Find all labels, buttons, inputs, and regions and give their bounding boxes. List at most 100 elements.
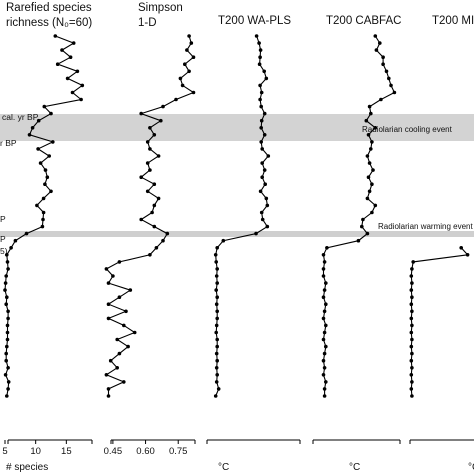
data-point-wapls-18 — [260, 161, 265, 165]
data-point-richness-37 — [5, 295, 9, 300]
data-point-simpson-25 — [150, 210, 154, 215]
series-line-richness — [4, 35, 84, 397]
data-point-cabfac-5 — [384, 69, 389, 74]
data-point-richness-22 — [49, 189, 53, 194]
data-point-richness-15 — [51, 140, 55, 144]
data-point-mi-6 — [409, 288, 414, 292]
data-point-richness-35 — [3, 281, 8, 285]
data-point-simpson-47 — [115, 366, 119, 370]
data-point-wapls-49 — [214, 380, 219, 384]
data-point-simpson-18 — [145, 161, 150, 165]
data-point-wapls-47 — [214, 366, 219, 370]
data-point-simpson-40 — [106, 316, 111, 321]
data-point-simpson-7 — [180, 83, 185, 88]
data-point-richness-32 — [5, 260, 10, 264]
data-point-richness-23 — [41, 196, 46, 201]
unit-mi: °C — [468, 462, 474, 473]
header-richness-line2: richness (N₀=60) — [6, 17, 92, 29]
data-point-richness-19 — [43, 168, 48, 172]
data-point-mi-2 — [411, 260, 416, 264]
data-point-simpson-44 — [126, 344, 130, 349]
data-point-wapls-30 — [215, 246, 219, 250]
data-point-richness-50 — [6, 387, 10, 391]
data-point-simpson-5 — [187, 69, 191, 74]
unit-richness: # species — [6, 462, 48, 473]
data-point-cabfac-11 — [369, 111, 373, 116]
data-point-simpson-30 — [154, 246, 159, 250]
data-point-wapls-48 — [215, 373, 219, 377]
data-point-cabfac-1 — [378, 41, 382, 45]
data-point-simpson-42 — [132, 330, 137, 335]
data-point-richness-12 — [36, 118, 41, 123]
data-point-simpson-29 — [161, 238, 165, 243]
data-point-richness-51 — [5, 394, 9, 398]
edge-label-3: P — [0, 214, 6, 224]
data-point-cabfac-8 — [392, 90, 397, 95]
data-point-simpson-36 — [128, 288, 133, 292]
data-point-wapls-12 — [259, 118, 264, 123]
data-point-mi-10 — [409, 316, 414, 321]
data-point-cabfac-6 — [387, 76, 391, 81]
header-wapls: T200 WA-PLS — [218, 15, 291, 27]
data-point-wapls-42 — [214, 330, 218, 335]
data-point-richness-10 — [42, 104, 47, 109]
data-point-richness-46 — [4, 358, 8, 363]
data-point-wapls-8 — [259, 90, 264, 95]
data-point-cabfac-45 — [322, 351, 327, 356]
data-point-cabfac-3 — [381, 55, 385, 59]
data-point-simpson-41 — [122, 323, 126, 328]
data-point-simpson-22 — [145, 189, 150, 194]
data-point-richness-40 — [6, 316, 10, 321]
data-point-richness-33 — [6, 267, 10, 271]
data-point-simpson-49 — [122, 380, 126, 384]
x-tick-label-simpson-2: 0.75 — [169, 446, 188, 457]
data-point-wapls-15 — [259, 140, 264, 144]
data-point-wapls-21 — [263, 182, 268, 186]
data-point-simpson-4 — [183, 62, 187, 66]
data-point-simpson-27 — [152, 224, 157, 229]
data-point-simpson-43 — [115, 337, 119, 342]
data-point-cabfac-44 — [324, 344, 328, 349]
data-point-simpson-15 — [145, 140, 150, 144]
x-tick-label-richness-2: 15 — [61, 446, 72, 457]
data-point-wapls-45 — [214, 351, 219, 356]
x-tick-label-simpson-0: 0.45 — [104, 446, 123, 457]
series-line-mi — [410, 247, 469, 397]
data-point-simpson-21 — [152, 182, 157, 186]
data-point-simpson-10 — [161, 104, 165, 109]
header-richness-line1: Rarefied species — [6, 2, 92, 14]
data-point-wapls-39 — [215, 309, 219, 314]
data-point-simpson-26 — [139, 217, 143, 222]
cooling-event-label: Radiolarian cooling event — [362, 125, 453, 134]
data-point-richness-24 — [35, 203, 39, 208]
data-point-cabfac-48 — [321, 373, 326, 377]
data-point-wapls-26 — [260, 217, 265, 222]
data-point-cabfac-16 — [369, 147, 373, 151]
data-point-wapls-2 — [258, 48, 263, 52]
data-point-cabfac-19 — [371, 168, 375, 172]
data-point-wapls-50 — [216, 387, 221, 391]
data-point-richness-9 — [79, 97, 83, 102]
data-point-simpson-32 — [117, 260, 122, 264]
data-point-wapls-17 — [266, 154, 271, 158]
data-point-richness-26 — [41, 217, 45, 222]
data-point-mi-15 — [410, 351, 414, 356]
data-point-richness-48 — [3, 373, 8, 377]
data-point-wapls-10 — [259, 104, 264, 109]
data-point-richness-21 — [43, 182, 47, 186]
data-point-mi-13 — [410, 337, 414, 342]
data-point-wapls-5 — [262, 69, 267, 74]
data-point-cabfac-23 — [365, 196, 370, 201]
data-point-cabfac-12 — [364, 118, 369, 123]
data-point-cabfac-13 — [373, 126, 378, 130]
data-point-simpson-3 — [191, 55, 196, 59]
data-point-simpson-28 — [165, 231, 170, 236]
data-point-cabfac-40 — [321, 316, 326, 321]
data-point-wapls-29 — [221, 238, 226, 243]
data-point-cabfac-43 — [321, 337, 326, 342]
data-point-richness-20 — [45, 175, 50, 179]
data-point-richness-4 — [55, 62, 60, 66]
data-point-richness-6 — [65, 76, 70, 81]
data-point-cabfac-28 — [365, 231, 370, 236]
